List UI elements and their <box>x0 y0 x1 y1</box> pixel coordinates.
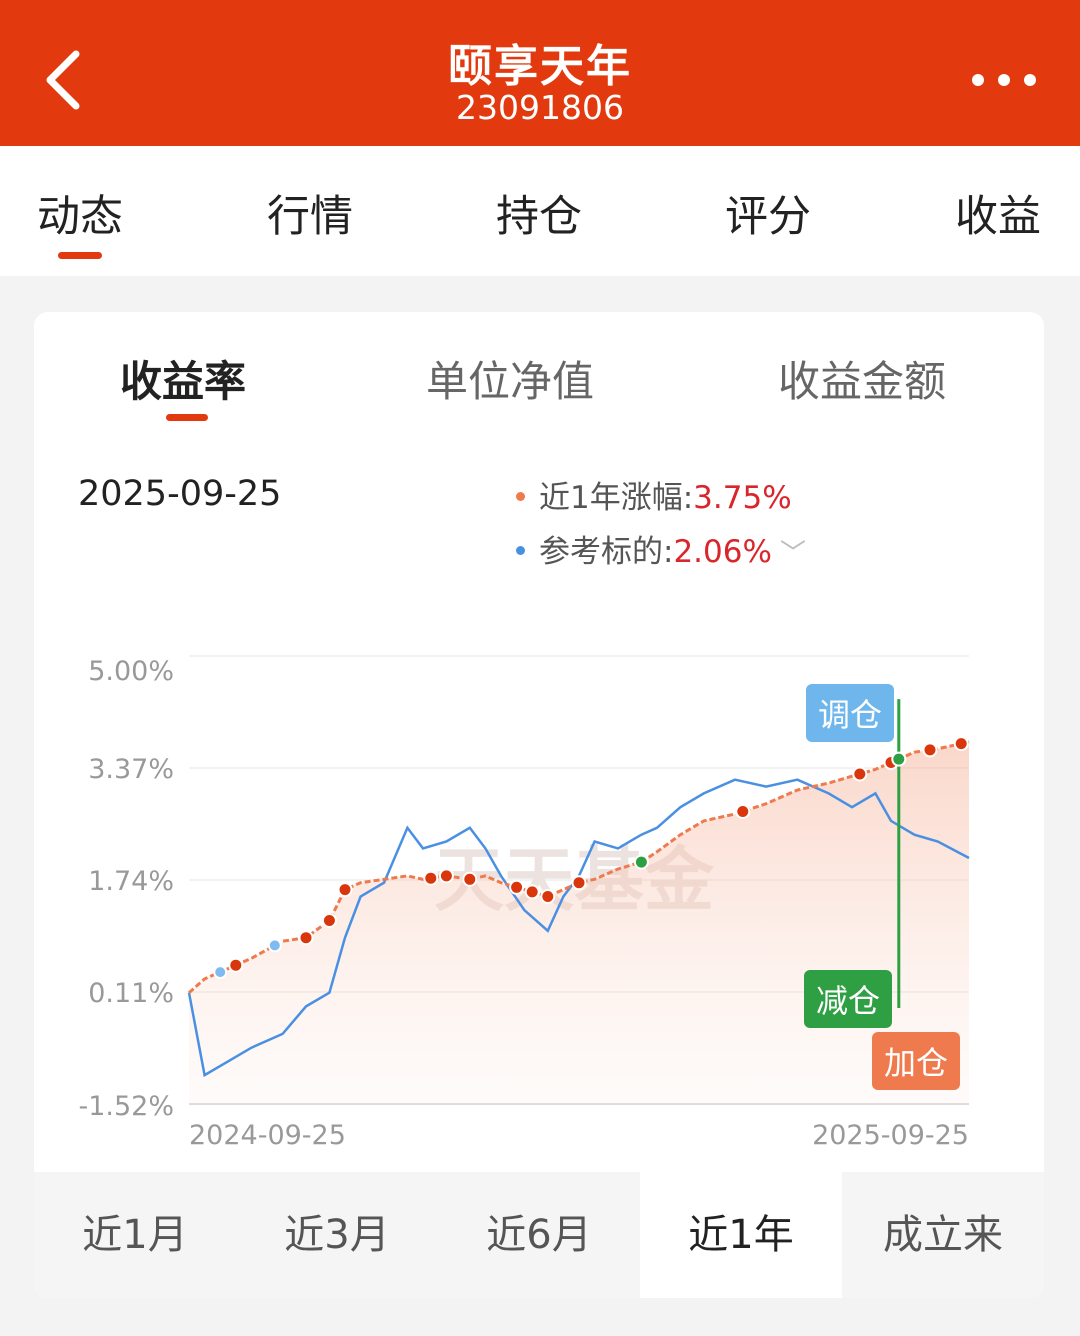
y-tick-label: 1.74% <box>88 866 174 897</box>
buy-point[interactable] <box>735 804 751 819</box>
return-chart[interactable]: 天天基金 5.00% 3.37% 1.74% 0.11% -1.52% 2024… <box>34 612 1044 1162</box>
buy-point[interactable] <box>321 913 337 928</box>
add-position-badge[interactable]: 加仓 <box>872 1032 961 1090</box>
buy-point[interactable] <box>540 889 556 904</box>
more-dots-icon[interactable] <box>966 62 1042 98</box>
buy-point[interactable] <box>852 766 868 782</box>
selected-date: 2025-09-25 <box>78 474 282 514</box>
tab-active-indicator <box>58 252 102 259</box>
page-title: 颐享天年 <box>448 41 632 92</box>
benchmark-point[interactable] <box>213 965 228 980</box>
chevron-down-icon[interactable]: ﹀ <box>779 539 806 569</box>
benchmark-point[interactable] <box>267 938 282 953</box>
reduce-position-badge[interactable]: 减仓 <box>804 970 893 1028</box>
legend-benchmark-dot <box>516 546 525 555</box>
legend-fund-dot <box>516 492 525 501</box>
x-tick-label-start: 2024-09-25 <box>189 1120 346 1151</box>
sell-point[interactable] <box>633 854 649 870</box>
fund-area-fill <box>189 741 969 1104</box>
buy-point[interactable] <box>524 884 540 900</box>
buy-point[interactable] <box>438 868 454 884</box>
y-tick-label: 3.37% <box>88 754 174 785</box>
legend-fund-value: 3.75% <box>693 480 792 516</box>
top-bar: 颐享天年 23091806 <box>0 0 1080 146</box>
buy-point[interactable] <box>462 871 478 887</box>
period-1m[interactable]: 近1月 <box>82 1212 188 1258</box>
period-6m[interactable]: 近6月 <box>486 1212 592 1258</box>
subtab-return-amount[interactable]: 收益金额 <box>778 357 947 406</box>
legend-benchmark-value: 2.06% <box>673 534 772 570</box>
subtab-active-indicator <box>166 414 208 421</box>
subtab-return-rate[interactable]: 收益率 <box>120 357 247 406</box>
legend-fund: 近1年涨幅:3.75% <box>516 472 792 517</box>
performance-card: 收益率 单位净值 收益金额 2025-09-25 近1年涨幅:3.75% 参考标… <box>34 312 1044 1298</box>
y-tick-label: 0.11% <box>88 978 174 1009</box>
period-1y[interactable]: 近1年 <box>640 1172 842 1298</box>
chevron-left-icon[interactable] <box>34 42 94 118</box>
y-axis-labels: 5.00% 3.37% 1.74% 0.11% -1.52% <box>78 656 174 1122</box>
legend-benchmark[interactable]: 参考标的:2.06% ﹀ <box>516 526 806 571</box>
legend-benchmark-label: 参考标的: <box>539 534 674 570</box>
buy-point[interactable] <box>228 957 244 973</box>
buy-point[interactable] <box>509 879 525 895</box>
benchmark-series-line <box>187 778 970 1078</box>
period-selector: 近1月 近3月 近6月 近1年 成立来 <box>34 1172 1044 1298</box>
adjust-position-badge[interactable]: 调仓 <box>806 684 895 742</box>
buy-point[interactable] <box>423 870 439 886</box>
fund-code: 23091806 <box>456 88 624 127</box>
legend-fund-label: 近1年涨幅: <box>539 480 694 516</box>
y-tick-label: 5.00% <box>88 656 174 687</box>
tab-holdings[interactable]: 持仓 <box>496 192 582 242</box>
period-3m[interactable]: 近3月 <box>284 1212 390 1258</box>
x-tick-label-end: 2025-09-25 <box>812 1120 969 1151</box>
buy-point[interactable] <box>953 736 969 752</box>
buy-point[interactable] <box>298 930 314 946</box>
tab-returns[interactable]: 收益 <box>955 192 1041 242</box>
trade-points <box>213 736 969 980</box>
main-tabs: 动态 行情 持仓 评分 收益 <box>0 146 1080 276</box>
tab-dynamic[interactable]: 动态 <box>37 192 123 242</box>
tab-rating[interactable]: 评分 <box>725 192 811 242</box>
tab-market[interactable]: 行情 <box>267 192 353 242</box>
sell-point[interactable] <box>891 751 907 767</box>
subtab-nav[interactable]: 单位净值 <box>426 357 595 406</box>
y-tick-label: -1.52% <box>78 1091 174 1122</box>
buy-point[interactable] <box>337 882 353 898</box>
buy-point[interactable] <box>571 875 587 891</box>
buy-point[interactable] <box>922 742 938 758</box>
period-since-inception[interactable]: 成立来 <box>883 1212 1003 1258</box>
